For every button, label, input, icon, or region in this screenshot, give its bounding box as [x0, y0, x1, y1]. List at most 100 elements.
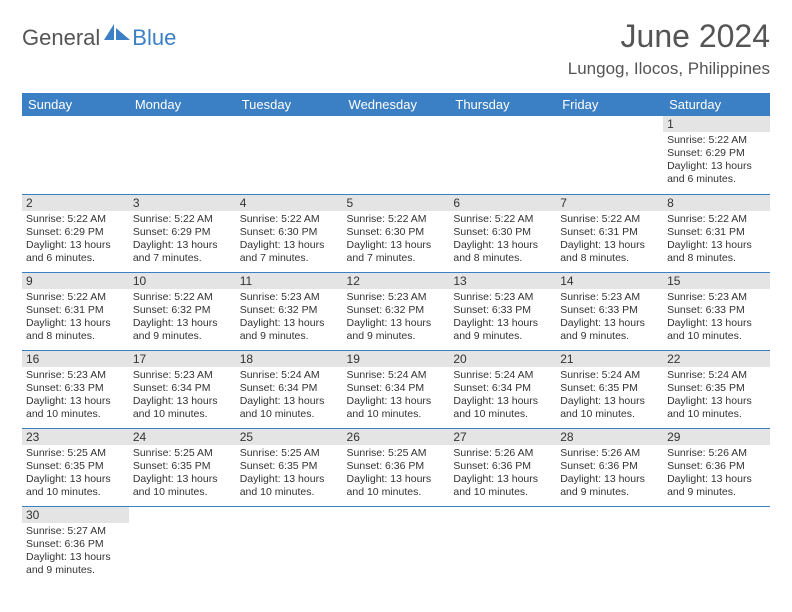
calendar-day-cell: 8Sunrise: 5:22 AMSunset: 6:31 PMDaylight…: [663, 194, 770, 272]
calendar-table: SundayMondayTuesdayWednesdayThursdayFrid…: [22, 93, 770, 584]
calendar-day-cell: 5Sunrise: 5:22 AMSunset: 6:30 PMDaylight…: [343, 194, 450, 272]
day-number: 15: [663, 273, 770, 289]
title-block: June 2024 Lungog, Ilocos, Philippines: [568, 18, 770, 79]
day-number: 22: [663, 351, 770, 367]
calendar-day-cell: 16Sunrise: 5:23 AMSunset: 6:33 PMDayligh…: [22, 350, 129, 428]
day-details: Sunrise: 5:22 AMSunset: 6:30 PMDaylight:…: [343, 211, 450, 270]
calendar-empty-cell: [343, 506, 450, 584]
day-details: Sunrise: 5:26 AMSunset: 6:36 PMDaylight:…: [449, 445, 556, 504]
calendar-day-cell: 15Sunrise: 5:23 AMSunset: 6:33 PMDayligh…: [663, 272, 770, 350]
day-number: 21: [556, 351, 663, 367]
day-details: Sunrise: 5:22 AMSunset: 6:31 PMDaylight:…: [22, 289, 129, 348]
calendar-day-cell: 24Sunrise: 5:25 AMSunset: 6:35 PMDayligh…: [129, 428, 236, 506]
day-number: 7: [556, 195, 663, 211]
calendar-empty-cell: [129, 116, 236, 194]
calendar-day-cell: 9Sunrise: 5:22 AMSunset: 6:31 PMDaylight…: [22, 272, 129, 350]
day-details: Sunrise: 5:23 AMSunset: 6:32 PMDaylight:…: [236, 289, 343, 348]
day-number: 18: [236, 351, 343, 367]
weekday-header: Tuesday: [236, 93, 343, 116]
day-details: Sunrise: 5:23 AMSunset: 6:32 PMDaylight:…: [343, 289, 450, 348]
day-number: 27: [449, 429, 556, 445]
calendar-empty-cell: [129, 506, 236, 584]
day-details: Sunrise: 5:24 AMSunset: 6:34 PMDaylight:…: [449, 367, 556, 426]
day-number: 6: [449, 195, 556, 211]
day-number: 3: [129, 195, 236, 211]
calendar-week-row: 2Sunrise: 5:22 AMSunset: 6:29 PMDaylight…: [22, 194, 770, 272]
logo-sail-icon: [104, 22, 130, 45]
day-details: Sunrise: 5:25 AMSunset: 6:36 PMDaylight:…: [343, 445, 450, 504]
page-subtitle: Lungog, Ilocos, Philippines: [568, 59, 770, 79]
calendar-day-cell: 1Sunrise: 5:22 AMSunset: 6:29 PMDaylight…: [663, 116, 770, 194]
calendar-day-cell: 20Sunrise: 5:24 AMSunset: 6:34 PMDayligh…: [449, 350, 556, 428]
day-number: 24: [129, 429, 236, 445]
calendar-empty-cell: [663, 506, 770, 584]
day-number: 16: [22, 351, 129, 367]
day-number: 26: [343, 429, 450, 445]
day-details: Sunrise: 5:23 AMSunset: 6:33 PMDaylight:…: [22, 367, 129, 426]
day-details: Sunrise: 5:24 AMSunset: 6:35 PMDaylight:…: [556, 367, 663, 426]
day-details: Sunrise: 5:22 AMSunset: 6:31 PMDaylight:…: [663, 211, 770, 270]
day-details: Sunrise: 5:24 AMSunset: 6:34 PMDaylight:…: [236, 367, 343, 426]
day-details: Sunrise: 5:22 AMSunset: 6:30 PMDaylight:…: [236, 211, 343, 270]
day-number: 14: [556, 273, 663, 289]
calendar-week-row: 30Sunrise: 5:27 AMSunset: 6:36 PMDayligh…: [22, 506, 770, 584]
day-details: Sunrise: 5:22 AMSunset: 6:29 PMDaylight:…: [129, 211, 236, 270]
weekday-header-row: SundayMondayTuesdayWednesdayThursdayFrid…: [22, 93, 770, 116]
day-details: Sunrise: 5:25 AMSunset: 6:35 PMDaylight:…: [22, 445, 129, 504]
weekday-header: Friday: [556, 93, 663, 116]
calendar-day-cell: 19Sunrise: 5:24 AMSunset: 6:34 PMDayligh…: [343, 350, 450, 428]
day-details: Sunrise: 5:22 AMSunset: 6:30 PMDaylight:…: [449, 211, 556, 270]
calendar-day-cell: 2Sunrise: 5:22 AMSunset: 6:29 PMDaylight…: [22, 194, 129, 272]
calendar-day-cell: 26Sunrise: 5:25 AMSunset: 6:36 PMDayligh…: [343, 428, 450, 506]
day-number: 20: [449, 351, 556, 367]
day-details: Sunrise: 5:26 AMSunset: 6:36 PMDaylight:…: [556, 445, 663, 504]
day-number: 23: [22, 429, 129, 445]
calendar-day-cell: 13Sunrise: 5:23 AMSunset: 6:33 PMDayligh…: [449, 272, 556, 350]
calendar-day-cell: 28Sunrise: 5:26 AMSunset: 6:36 PMDayligh…: [556, 428, 663, 506]
day-number: 4: [236, 195, 343, 211]
day-number: 29: [663, 429, 770, 445]
calendar-body: 1Sunrise: 5:22 AMSunset: 6:29 PMDaylight…: [22, 116, 770, 584]
calendar-day-cell: 14Sunrise: 5:23 AMSunset: 6:33 PMDayligh…: [556, 272, 663, 350]
day-number: 28: [556, 429, 663, 445]
weekday-header: Sunday: [22, 93, 129, 116]
calendar-day-cell: 4Sunrise: 5:22 AMSunset: 6:30 PMDaylight…: [236, 194, 343, 272]
weekday-header: Saturday: [663, 93, 770, 116]
day-details: Sunrise: 5:25 AMSunset: 6:35 PMDaylight:…: [129, 445, 236, 504]
weekday-header: Monday: [129, 93, 236, 116]
calendar-day-cell: 7Sunrise: 5:22 AMSunset: 6:31 PMDaylight…: [556, 194, 663, 272]
day-number: 13: [449, 273, 556, 289]
day-number: 19: [343, 351, 450, 367]
calendar-day-cell: 18Sunrise: 5:24 AMSunset: 6:34 PMDayligh…: [236, 350, 343, 428]
page-title: June 2024: [568, 18, 770, 55]
calendar-day-cell: 6Sunrise: 5:22 AMSunset: 6:30 PMDaylight…: [449, 194, 556, 272]
calendar-week-row: 16Sunrise: 5:23 AMSunset: 6:33 PMDayligh…: [22, 350, 770, 428]
calendar-empty-cell: [556, 116, 663, 194]
day-number: 12: [343, 273, 450, 289]
calendar-empty-cell: [236, 116, 343, 194]
calendar-day-cell: 30Sunrise: 5:27 AMSunset: 6:36 PMDayligh…: [22, 506, 129, 584]
weekday-header: Wednesday: [343, 93, 450, 116]
logo-text-blue: Blue: [132, 25, 176, 51]
calendar-empty-cell: [449, 116, 556, 194]
calendar-empty-cell: [449, 506, 556, 584]
calendar-week-row: 23Sunrise: 5:25 AMSunset: 6:35 PMDayligh…: [22, 428, 770, 506]
day-details: Sunrise: 5:22 AMSunset: 6:31 PMDaylight:…: [556, 211, 663, 270]
day-number: 10: [129, 273, 236, 289]
calendar-day-cell: 23Sunrise: 5:25 AMSunset: 6:35 PMDayligh…: [22, 428, 129, 506]
calendar-day-cell: 17Sunrise: 5:23 AMSunset: 6:34 PMDayligh…: [129, 350, 236, 428]
day-number: 25: [236, 429, 343, 445]
day-details: Sunrise: 5:23 AMSunset: 6:33 PMDaylight:…: [663, 289, 770, 348]
day-number: 8: [663, 195, 770, 211]
header: General Blue June 2024 Lungog, Ilocos, P…: [22, 18, 770, 79]
day-details: Sunrise: 5:24 AMSunset: 6:34 PMDaylight:…: [343, 367, 450, 426]
day-number: 9: [22, 273, 129, 289]
calendar-empty-cell: [556, 506, 663, 584]
day-details: Sunrise: 5:23 AMSunset: 6:34 PMDaylight:…: [129, 367, 236, 426]
calendar-day-cell: 3Sunrise: 5:22 AMSunset: 6:29 PMDaylight…: [129, 194, 236, 272]
calendar-week-row: 9Sunrise: 5:22 AMSunset: 6:31 PMDaylight…: [22, 272, 770, 350]
day-number: 30: [22, 507, 129, 523]
calendar-day-cell: 11Sunrise: 5:23 AMSunset: 6:32 PMDayligh…: [236, 272, 343, 350]
calendar-day-cell: 21Sunrise: 5:24 AMSunset: 6:35 PMDayligh…: [556, 350, 663, 428]
day-details: Sunrise: 5:25 AMSunset: 6:35 PMDaylight:…: [236, 445, 343, 504]
